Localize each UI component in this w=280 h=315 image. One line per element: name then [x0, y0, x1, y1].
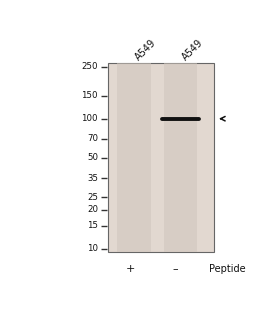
Text: 15: 15	[87, 221, 98, 230]
Text: +: +	[126, 264, 135, 274]
Text: 250: 250	[81, 62, 98, 72]
Text: 150: 150	[81, 91, 98, 100]
Text: 20: 20	[87, 205, 98, 214]
Text: –: –	[172, 264, 178, 274]
Text: 70: 70	[87, 134, 98, 143]
Text: 10: 10	[87, 244, 98, 253]
Text: 50: 50	[87, 153, 98, 162]
FancyBboxPatch shape	[164, 63, 197, 252]
Text: 100: 100	[81, 114, 98, 123]
Text: A549: A549	[180, 37, 205, 62]
Text: Peptide: Peptide	[209, 264, 246, 274]
Text: A549: A549	[134, 37, 158, 62]
FancyBboxPatch shape	[108, 63, 214, 252]
Text: 35: 35	[87, 174, 98, 182]
FancyBboxPatch shape	[117, 63, 151, 252]
Text: 25: 25	[87, 192, 98, 202]
